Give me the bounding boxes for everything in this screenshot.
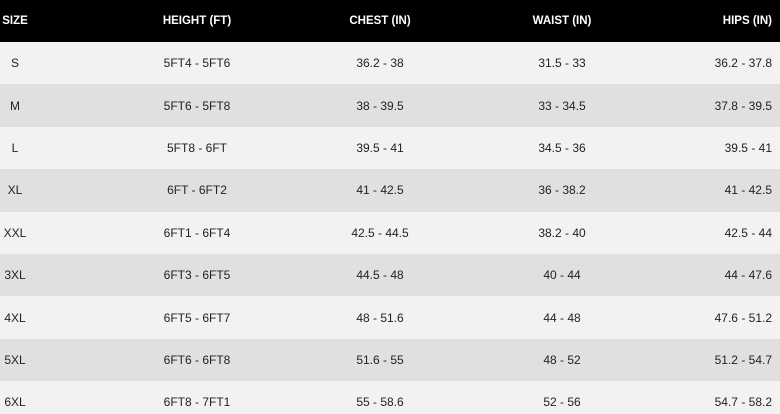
table-cell: 6FT8 - 7FT1: [163, 395, 231, 410]
table-cell: XL: [7, 183, 23, 198]
table-cell: 51.6 - 55: [356, 352, 404, 367]
table-cell: 55 - 58.6: [356, 395, 404, 410]
table-cell: 48 - 52: [543, 352, 581, 367]
table-cell: M: [10, 98, 20, 113]
table-row: XL 6FT - 6FT2 41 - 42.5 36 - 38.2 41 - 42.5: [0, 169, 780, 212]
table-cell: 39.5 - 41: [356, 140, 404, 155]
table-cell: 6FT - 6FT2: [167, 183, 227, 198]
table-row: L 5FT8 - 6FT 39.5 - 41 34.5 - 36 39.5 - 41: [0, 126, 780, 170]
table-cell: 36.2 - 38: [356, 56, 404, 71]
table-row: 6XL 6FT8 - 7FT1 55 - 58.6 52 - 56 54.7 - 58.…: [0, 381, 780, 414]
table-cell: 41 - 42.5: [356, 183, 404, 198]
table-cell: 42.5 - 44.5: [351, 225, 409, 240]
header-cell: SIZE: [2, 15, 28, 27]
table-cell: 54.7 - 58.2: [714, 395, 772, 410]
table-cell: 44.5 - 48: [356, 268, 404, 283]
table-cell: 6XL: [4, 395, 26, 410]
header-cell: WAIST (IN): [532, 15, 592, 27]
table-cell: 3XL: [4, 268, 26, 283]
header-cell: HEIGHT (FT): [162, 15, 232, 27]
header-cell: HIPS (IN): [722, 15, 772, 27]
table-cell: 6FT1 - 6FT4: [163, 225, 231, 240]
table-cell: S: [10, 56, 19, 71]
table-cell: 52 - 56: [543, 395, 581, 410]
table-row: 4XL 6FT5 - 6FT7 48 - 51.6 44 - 48 47.6 - 51.…: [0, 296, 780, 339]
table-row: S 5FT4 - 5FT6 36.2 - 38 31.5 - 33 36.2 - 37.…: [0, 42, 780, 85]
table-cell: 6FT6 - 6FT8: [163, 352, 231, 367]
table-cell: 5FT8 - 6FT: [166, 140, 227, 155]
table-row: M 5FT6 - 5FT8 38 - 39.5 33 - 34.5 37.8 - 39.…: [0, 84, 780, 127]
table-cell: 42.5 - 44: [724, 225, 772, 240]
table-cell: 6FT3 - 6FT5: [163, 268, 231, 283]
table-cell: 5XL: [4, 352, 26, 367]
table-cell: 40 - 44: [543, 268, 581, 283]
table-cell: 44 - 47.6: [724, 268, 772, 283]
table-cell: 39.5 - 41: [724, 140, 772, 155]
table-cell: 44 - 48: [543, 310, 581, 325]
table-cell: 51.2 - 54.7: [714, 352, 772, 367]
table-cell: 38.2 - 40: [538, 225, 586, 240]
table-cell: 34.5 - 36: [538, 140, 586, 155]
table-cell: 5FT6 - 5FT8: [163, 98, 231, 113]
table-cell: 4XL: [4, 310, 26, 325]
table-cell: 5FT4 - 5FT6: [163, 56, 231, 71]
table-cell: 33 - 34.5: [538, 98, 586, 113]
table-cell: 47.6 - 51.2: [714, 310, 772, 325]
table-cell: XXL: [3, 225, 27, 240]
table-cell: L: [11, 140, 19, 155]
table-row: 5XL 6FT6 - 6FT8 51.6 - 55 48 - 52 51.2 - 54.…: [0, 338, 780, 382]
table-row: 3XL 6FT3 - 6FT5 44.5 - 48 40 - 44 44 - 47.6: [0, 254, 780, 297]
table-cell: 37.8 - 39.5: [714, 98, 772, 113]
table-cell: 48 - 51.6: [356, 310, 404, 325]
table-cell: 6FT5 - 6FT7: [163, 310, 231, 325]
header-cell: CHEST (IN): [349, 15, 411, 27]
table-cell: 38 - 39.5: [356, 98, 404, 113]
header-row: SIZE HEIGHT (FT) CHEST (IN) WAIST (IN) HIPS …: [0, 0, 780, 42]
table-cell: 41 - 42.5: [724, 183, 772, 198]
table-cell: 36.2 - 37.8: [714, 56, 772, 71]
table-cell: 31.5 - 33: [538, 56, 586, 71]
table-cell: 36 - 38.2: [538, 183, 586, 198]
table-row: XXL 6FT1 - 6FT4 42.5 - 44.5 38.2 - 40 42.5 -…: [0, 211, 780, 254]
